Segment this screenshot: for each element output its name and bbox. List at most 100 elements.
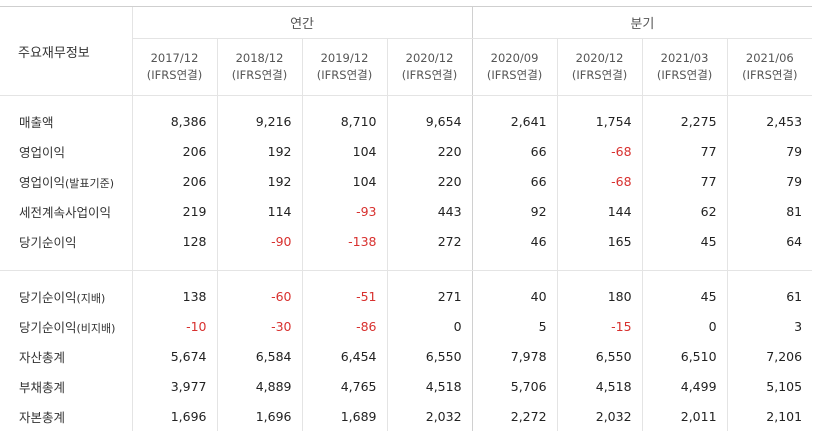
- value-cell: 62: [641, 196, 728, 226]
- value-cell: 6,454: [301, 341, 387, 371]
- group-quarter[interactable]: 분기: [471, 6, 813, 39]
- value-cell: 114: [216, 196, 302, 226]
- period-basis: (IFRS연결): [742, 68, 798, 82]
- row-label-text: 당기순이익: [19, 319, 77, 335]
- spacer-cell: [556, 270, 643, 281]
- spacer-cell: [641, 95, 728, 106]
- period-date: 2017/12: [150, 51, 199, 65]
- value-cell: 45: [641, 226, 728, 256]
- row-label-text: 매출액: [19, 114, 54, 130]
- period-basis: (IFRS연결): [571, 68, 628, 82]
- row-label[interactable]: 부채총계: [0, 371, 132, 401]
- spacer-cell: [216, 256, 302, 271]
- value-cell: 81: [726, 196, 813, 226]
- value-cell: 8,710: [301, 106, 387, 136]
- table-row: 당기순이익 128 -90 -138 272 46 165 45 64: [0, 226, 813, 256]
- financial-table: 주요재무정보 연간 분기 2017/12 (IFRS연결) 2018/12 (IFRS…: [0, 6, 813, 431]
- value-cell: 0: [641, 311, 728, 341]
- value-cell: -60: [216, 281, 302, 311]
- value-cell: -86: [301, 311, 387, 341]
- value-cell: 443: [386, 196, 473, 226]
- table-row: 당기순이익(비지배) -10 -30 -86 0 5 -15 0 3: [0, 311, 813, 341]
- row-label[interactable]: 자산총계: [0, 341, 132, 371]
- table-row: 세전계속사업이익 219 114 -93 443 92 144 62 81: [0, 196, 813, 226]
- spacer-cell: [726, 270, 813, 281]
- value-cell: 2,032: [386, 401, 473, 431]
- value-cell: 192: [216, 136, 302, 166]
- value-cell: -15: [556, 311, 643, 341]
- spacer-cell: [386, 95, 473, 106]
- value-cell: 0: [386, 311, 473, 341]
- spacer-cell: [386, 270, 473, 281]
- period-date: 2020/12: [405, 51, 454, 65]
- row-label-suffix: (발표기준): [65, 176, 115, 190]
- value-cell: 220: [386, 166, 473, 196]
- table-row: 부채총계 3,977 4,889 4,765 4,518 5,706 4,518 4,499 5…: [0, 371, 813, 401]
- period-header: 2020/12 (IFRS연결): [556, 38, 643, 96]
- row-label[interactable]: 당기순이익: [0, 226, 132, 256]
- value-cell: 138: [131, 281, 217, 311]
- period-basis: (IFRS연결): [656, 68, 713, 82]
- value-cell: 1,754: [556, 106, 643, 136]
- row-label[interactable]: 매출액: [0, 106, 132, 136]
- spacer-cell: [131, 95, 217, 106]
- value-cell: 46: [471, 226, 558, 256]
- value-cell: 64: [726, 226, 813, 256]
- value-cell: 165: [556, 226, 643, 256]
- value-cell: 77: [641, 166, 728, 196]
- value-cell: -10: [131, 311, 217, 341]
- row-label[interactable]: 세전계속사업이익: [0, 196, 132, 226]
- row-label[interactable]: 자본총계: [0, 401, 132, 431]
- row-label-text: 세전계속사업이익: [19, 204, 112, 220]
- value-cell: 4,499: [641, 371, 728, 401]
- value-cell: 1,696: [216, 401, 302, 431]
- period-basis: (IFRS연결): [401, 68, 458, 82]
- value-cell: 3: [726, 311, 813, 341]
- value-cell: -90: [216, 226, 302, 256]
- period-basis: (IFRS연결): [316, 68, 373, 82]
- value-cell: 6,510: [641, 341, 728, 371]
- spacer-cell: [471, 256, 558, 271]
- value-cell: 5,674: [131, 341, 217, 371]
- period-header: 2018/12 (IFRS연결): [216, 38, 302, 96]
- spacer-cell: [301, 270, 387, 281]
- group-annual[interactable]: 연간: [131, 6, 473, 39]
- spacer-cell: [556, 256, 643, 271]
- value-cell: 79: [726, 136, 813, 166]
- spacer-cell: [556, 95, 643, 106]
- row-label-text: 자본총계: [19, 409, 66, 425]
- value-cell: 4,518: [556, 371, 643, 401]
- value-cell: 7,978: [471, 341, 558, 371]
- row-label-text: 영업이익: [19, 174, 66, 190]
- value-cell: 206: [131, 166, 217, 196]
- period-header: 2021/03 (IFRS연결): [641, 38, 728, 96]
- spacer-cell: [216, 270, 302, 281]
- period-date: 2018/12: [235, 51, 284, 65]
- row-label[interactable]: 영업이익(발표기준): [0, 166, 132, 196]
- period-date: 2020/12: [575, 51, 624, 65]
- value-cell: 6,550: [556, 341, 643, 371]
- value-cell: 2,641: [471, 106, 558, 136]
- spacer-cell: [726, 256, 813, 271]
- value-cell: 8,386: [131, 106, 217, 136]
- period-date: 2021/06: [745, 51, 794, 65]
- value-cell: 2,453: [726, 106, 813, 136]
- value-cell: 2,275: [641, 106, 728, 136]
- value-cell: 4,518: [386, 371, 473, 401]
- row-label[interactable]: 당기순이익(지배): [0, 281, 132, 311]
- value-cell: 77: [641, 136, 728, 166]
- row-label[interactable]: 영업이익: [0, 136, 132, 166]
- value-cell: 9,216: [216, 106, 302, 136]
- corner-label: 주요재무정보: [0, 6, 132, 96]
- value-cell: 5,706: [471, 371, 558, 401]
- value-cell: 45: [641, 281, 728, 311]
- spacer-cell: [726, 95, 813, 106]
- value-cell: 2,032: [556, 401, 643, 431]
- period-header: 2019/12 (IFRS연결): [301, 38, 387, 96]
- row-label[interactable]: 당기순이익(비지배): [0, 311, 132, 341]
- value-cell: 66: [471, 166, 558, 196]
- value-cell: 7,206: [726, 341, 813, 371]
- value-cell: -68: [556, 136, 643, 166]
- period-header: 2020/12 (IFRS연결): [386, 38, 473, 96]
